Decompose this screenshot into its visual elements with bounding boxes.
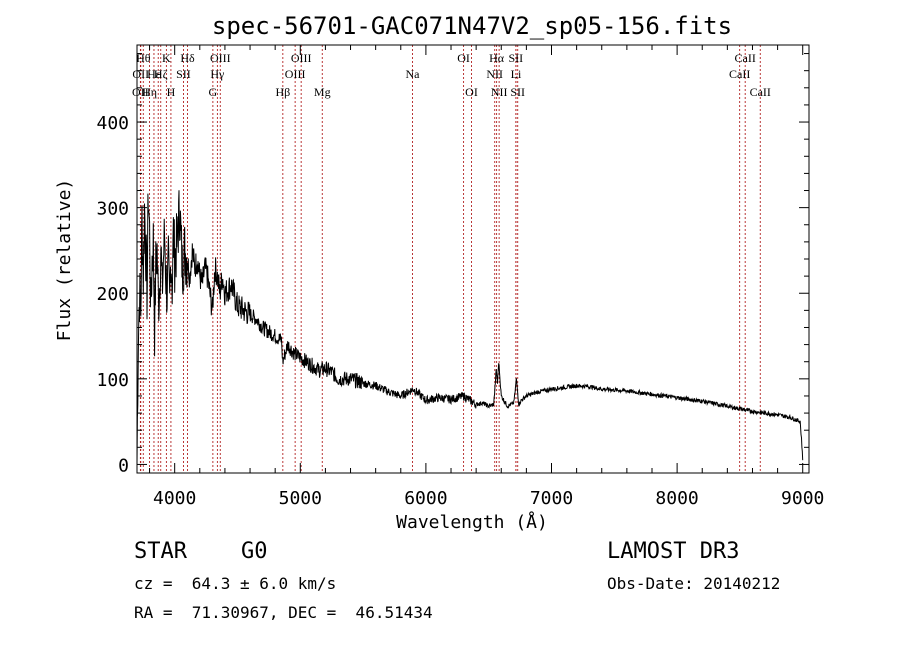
object-subclass: G0 [241,539,268,564]
y-tick-label: 300 [96,199,129,220]
y-tick-label: 400 [96,113,129,134]
spectral-line-label: Hα [489,51,505,65]
spectral-line-label: OI [457,51,470,65]
spectrum-line [136,190,804,466]
spectral-line-label: K [162,51,171,65]
y-tick-label: 100 [96,370,129,391]
spectral-line-label: Hθ [136,51,151,65]
x-tick-label: 6000 [404,488,447,509]
y-tick-label: 0 [118,455,129,476]
spectral-line-label: SII [510,85,525,99]
spectral-line-label: Hβ [275,85,290,99]
spectral-line-label: Hζ [154,67,168,81]
spectral-line-label: G [209,85,218,99]
spectral-line-label: Mg [314,85,331,99]
spectral-line-label: OIII [285,67,306,81]
spectral-line-label: OIII [291,51,312,65]
spectral-line-label: OII [132,85,149,99]
spectral-line-label: NII [486,67,503,81]
spectral-line-label: CaII [750,85,771,99]
spectral-line-label: H [167,85,176,99]
spectral-line-label: Hγ [210,67,225,81]
spectral-line-label: Hη [142,85,157,99]
spectral-line-labels: OIIOIIHθHηHεHζKHSIIHδGHγOIIIHβOIIIOIIIMg… [132,51,771,99]
spectral-line-label: Na [405,67,420,81]
spectral-line-markers [139,45,761,473]
spectral-line-label: NII [491,85,508,99]
y-axis-label: Flux (relative) [54,179,75,342]
coordinates: RA = 71.30967, DEC = 46.51434 [134,603,433,622]
x-tick-label: 7000 [530,488,573,509]
spectral-line-label: OI [465,85,478,99]
spectral-line-label: SII [508,51,523,65]
spectral-line-label: CaII [735,51,756,65]
x-tick-label: 8000 [655,488,698,509]
spectral-line-label: Hε [147,67,161,81]
survey-name: LAMOST DR3 [607,539,740,564]
spectral-line-label: Li [511,67,522,81]
x-axis-label: Wavelength (Å) [396,511,548,533]
x-axis-ticks: 4000 5000 6000 7000 8000 9000 [149,45,824,509]
chart-title: spec-56701-GAC071N47V2_sp05-156.fits [212,12,732,40]
x-tick-label: 4000 [153,488,196,509]
spectral-line-label: Hδ [180,51,195,65]
observation-date: Obs-Date: 20140212 [607,574,781,593]
spectral-line-label: SII [176,67,191,81]
plot-frame [136,44,810,474]
y-axis-ticks: 0 100 200 300 400 [96,53,809,476]
object-class: STAR [134,539,187,564]
x-tick-label: 9000 [781,488,824,509]
spectral-line-label: OIII [210,51,231,65]
y-tick-label: 200 [96,284,129,305]
redshift-velocity: cz = 64.3 ± 6.0 km/s [134,574,337,593]
spectral-line-label: CaII [729,67,750,81]
x-tick-label: 5000 [279,488,322,509]
